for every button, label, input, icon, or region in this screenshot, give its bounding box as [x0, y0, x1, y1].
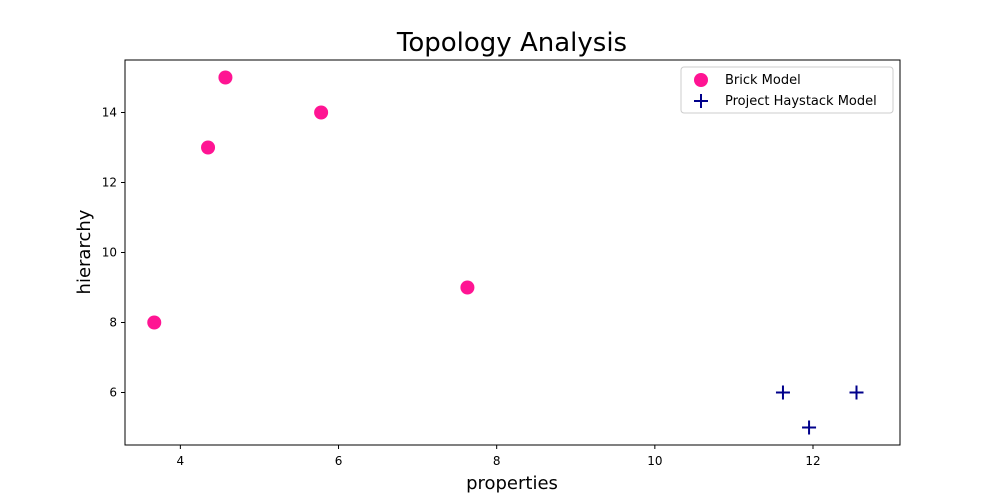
plot-frame — [124, 59, 901, 446]
haystack-point — [849, 385, 864, 400]
y-tick-label: 10 — [102, 246, 117, 260]
legend-marker — [694, 94, 708, 108]
x-tick-label: 6 — [335, 454, 343, 468]
x-tick-label: 8 — [493, 454, 501, 468]
x-tick-label: 12 — [805, 454, 820, 468]
haystack-point — [802, 420, 817, 435]
legend-box — [680, 66, 894, 114]
y-tick-label: 6 — [109, 386, 117, 400]
legend: Brick Model Project Haystack Model — [680, 66, 894, 114]
points-layer — [147, 70, 864, 435]
y-tick-label: 14 — [102, 106, 117, 120]
y-axis-label: hierarchy — [74, 209, 95, 294]
x-tick-label: 4 — [177, 454, 185, 468]
legend-items: Brick Model Project Haystack Model — [694, 73, 877, 109]
legend-label: Brick Model — [725, 73, 801, 88]
y-tick-label: 8 — [109, 316, 117, 330]
x-tick-label: 10 — [647, 454, 662, 468]
brick-point — [314, 105, 329, 120]
ticks-layer: 4 6 8 10 12 6 8 10 12 14 — [102, 106, 821, 469]
x-axis-label: properties — [466, 473, 558, 494]
haystack-point — [775, 385, 790, 400]
brick-point — [147, 315, 162, 330]
brick-point — [218, 70, 233, 85]
legend-marker — [694, 73, 708, 87]
y-tick-label: 12 — [102, 176, 117, 190]
legend-label: Project Haystack Model — [725, 94, 877, 109]
brick-point — [201, 140, 216, 155]
chart-title: Topology Analysis — [396, 28, 627, 58]
brick-point — [460, 280, 475, 295]
